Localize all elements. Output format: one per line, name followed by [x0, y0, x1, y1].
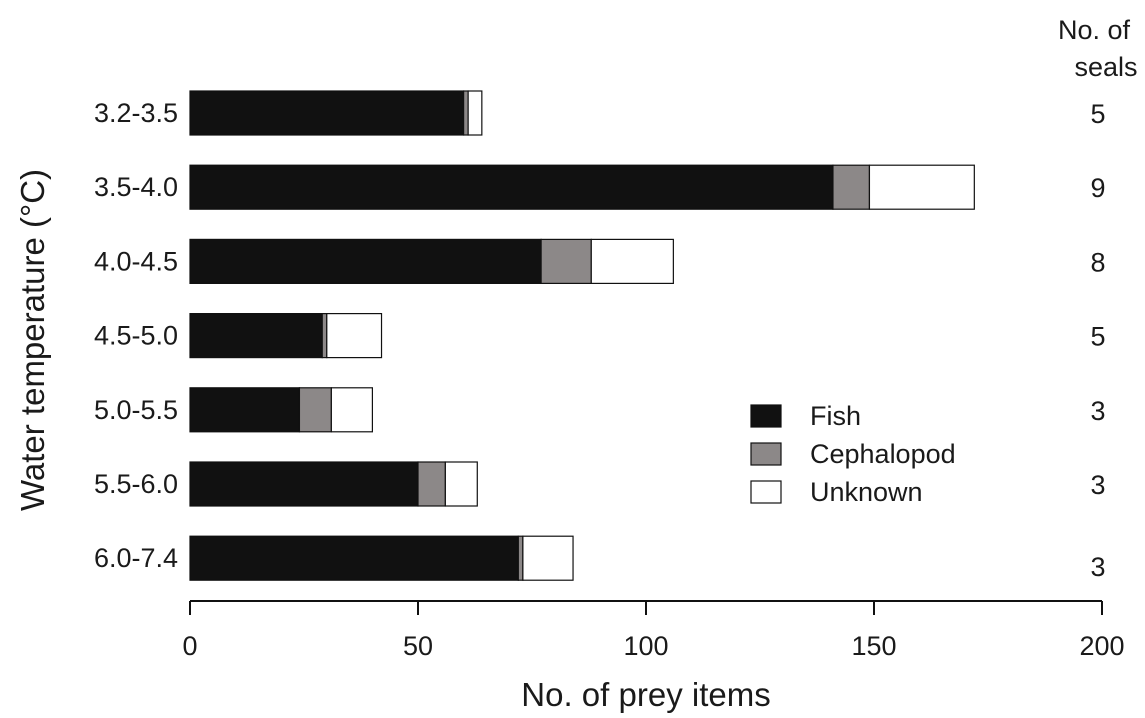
bar-cephalopod-6: [517, 535, 524, 581]
bar-unknown-6: [522, 535, 574, 581]
bar-fish-4: [189, 387, 301, 433]
x-tick-label: 200: [1079, 631, 1124, 661]
legend-swatch-fish: [750, 404, 782, 428]
legend: Fish Cephalopod Unknown: [750, 401, 956, 507]
bar-cephalopod-2: [540, 238, 592, 284]
bar-fish-6: [189, 535, 519, 581]
seal-count: 3: [1090, 396, 1105, 426]
bar-fish-5: [189, 461, 419, 507]
bar-unknown-4: [330, 387, 373, 433]
y-tick-label: 3.5-4.0: [94, 172, 178, 202]
y-axis-title: Water temperature (°C): [14, 169, 51, 511]
x-axis: 0 50 100 150 200: [182, 600, 1125, 661]
bar-unknown-2: [590, 238, 674, 284]
seal-count: 3: [1090, 552, 1105, 582]
seal-count: 5: [1090, 99, 1105, 129]
y-tick-label: 6.0-7.4: [94, 543, 178, 573]
legend-label-cephalopod: Cephalopod: [810, 439, 956, 469]
x-axis-title: No. of prey items: [521, 676, 770, 713]
y-tick-label: 4.0-4.5: [94, 246, 178, 276]
legend-label-fish: Fish: [810, 401, 861, 431]
bars-group: [189, 90, 975, 581]
seals-header-line-1: No. of: [1058, 15, 1131, 45]
legend-swatch-cephalopod: [750, 442, 782, 466]
bar-unknown-5: [444, 461, 478, 507]
bar-fish-0: [189, 90, 465, 136]
seal-count: 8: [1090, 247, 1105, 277]
bar-cephalopod-0: [463, 90, 469, 136]
bar-cephalopod-1: [832, 164, 871, 210]
seals-column: 5 9 8 5 3 3 3: [1090, 99, 1105, 582]
bar-fish-1: [189, 164, 834, 210]
bar-fish-3: [189, 313, 323, 359]
legend-swatch-unknown: [750, 480, 782, 504]
bar-unknown-1: [868, 164, 975, 210]
bar-fish-2: [189, 238, 542, 284]
seal-count: 3: [1090, 470, 1105, 500]
seals-header-line-2: seals: [1074, 52, 1137, 82]
x-tick-label: 100: [623, 631, 668, 661]
bar-cephalopod-4: [298, 387, 332, 433]
x-tick-label: 0: [182, 631, 197, 661]
seal-count: 9: [1090, 173, 1105, 203]
bar-unknown-3: [326, 313, 383, 359]
x-tick-label: 50: [403, 631, 433, 661]
bar-cephalopod-5: [417, 461, 446, 507]
y-tick-label: 5.0-5.5: [94, 395, 178, 425]
y-tick-label: 5.5-6.0: [94, 469, 178, 499]
y-tick-label: 4.5-5.0: [94, 321, 178, 351]
bar-unknown-0: [467, 90, 483, 136]
legend-label-unknown: Unknown: [810, 477, 923, 507]
seal-count: 5: [1090, 322, 1105, 352]
x-tick-label: 150: [851, 631, 896, 661]
y-tick-labels: 3.2-3.5 3.5-4.0 4.0-4.5 4.5-5.0 5.0-5.5 5.5-6…: [94, 98, 178, 573]
y-tick-label: 3.2-3.5: [94, 98, 178, 128]
bar-cephalopod-3: [321, 313, 328, 359]
